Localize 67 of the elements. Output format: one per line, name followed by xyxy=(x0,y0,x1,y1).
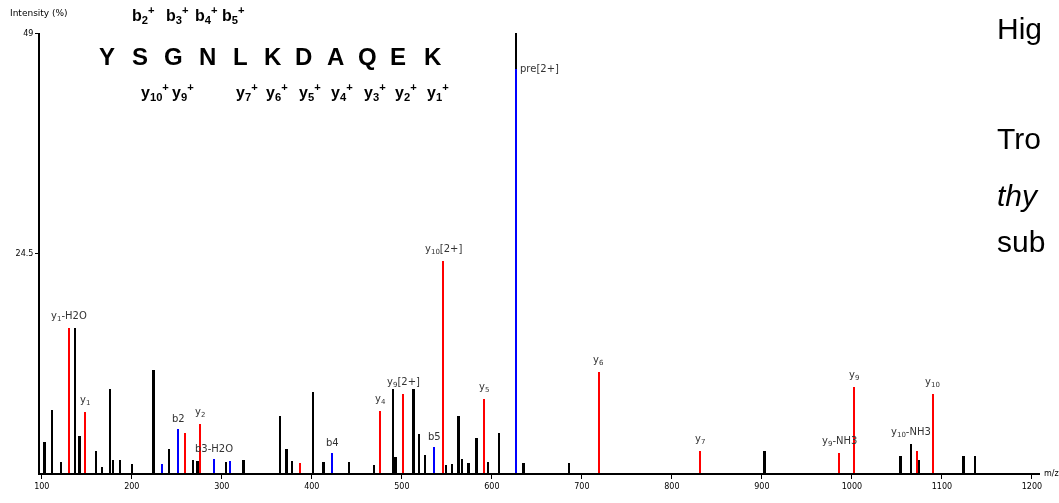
x-tick-label: 1200 xyxy=(1021,481,1043,491)
bar xyxy=(483,399,485,473)
x-axis-title: m/z xyxy=(1044,469,1059,478)
annotation: y$_{1}$ xyxy=(80,394,91,408)
bar xyxy=(299,463,301,473)
bar xyxy=(68,328,70,473)
x-tick-label: 200 xyxy=(124,481,140,491)
bar xyxy=(838,453,840,473)
bar xyxy=(402,394,404,473)
annotation: N xyxy=(199,43,217,70)
annotation: y$_{6}$ xyxy=(593,354,604,368)
bar xyxy=(442,261,444,473)
annotation: sub xyxy=(997,225,1046,258)
x-tick-label: 400 xyxy=(304,481,320,491)
annotation: y$_{9}$ xyxy=(849,369,860,383)
annotation: Tro xyxy=(997,122,1041,155)
annotation: y$_{4}$ xyxy=(375,393,386,407)
annotation: A xyxy=(327,43,345,70)
annotation: thy xyxy=(997,179,1040,212)
bar xyxy=(853,387,855,473)
annotation: Q xyxy=(358,43,377,70)
annotation: K xyxy=(424,43,442,70)
bar xyxy=(331,453,333,473)
bar xyxy=(84,412,86,473)
annotation: y$_{1}$-H2O xyxy=(51,310,87,324)
annotation: b2 xyxy=(172,413,185,424)
bar xyxy=(932,394,934,473)
annotation: y$_{9}$[2+] xyxy=(387,376,421,390)
bar xyxy=(598,372,600,473)
x-tick-label: 500 xyxy=(394,481,410,491)
x-tick-label: 1000 xyxy=(841,481,863,491)
annotation: y$_{10}$[2+] xyxy=(425,243,463,257)
bar xyxy=(379,411,381,473)
y-tick-label: 24.5 xyxy=(15,248,34,258)
annotation: D xyxy=(295,43,313,70)
annotation: K xyxy=(264,43,282,70)
annotation: b5 xyxy=(428,431,441,442)
annotation: pre[2+] xyxy=(520,63,560,74)
bar xyxy=(177,429,179,473)
x-tick-label: 300 xyxy=(214,481,230,491)
bar xyxy=(213,459,215,473)
x-tick-label: 700 xyxy=(574,481,590,491)
annotation: Y xyxy=(99,43,116,70)
bar xyxy=(229,461,231,473)
annotation: L xyxy=(233,43,248,70)
bar xyxy=(161,464,163,473)
x-tick-label: 100 xyxy=(34,481,50,491)
bar xyxy=(916,451,918,473)
bar xyxy=(184,433,186,473)
annotation: y$_{10}$ xyxy=(925,376,940,390)
annotation: y$_{7}$ xyxy=(695,433,706,447)
x-tick-label: 900 xyxy=(754,481,770,491)
x-tick-label: 800 xyxy=(664,481,680,491)
annotation: y$_{10}$-NH3 xyxy=(891,426,931,440)
y-axis-title: Intensity (%) xyxy=(10,8,68,18)
x-tick-label: 600 xyxy=(484,481,500,491)
annotation: E xyxy=(390,43,407,70)
annotation: b4 xyxy=(326,437,339,448)
x-tick-label: 1100 xyxy=(931,481,953,491)
bar xyxy=(433,447,435,473)
annotation: y$_{2}$ xyxy=(195,406,206,420)
y-tick-label: 49 xyxy=(23,28,34,38)
annotation: Hig xyxy=(997,12,1043,45)
annotation: G xyxy=(164,43,183,70)
bar xyxy=(699,451,701,473)
annotation: y$_{5}$ xyxy=(479,381,490,395)
annotation: S xyxy=(132,43,149,70)
